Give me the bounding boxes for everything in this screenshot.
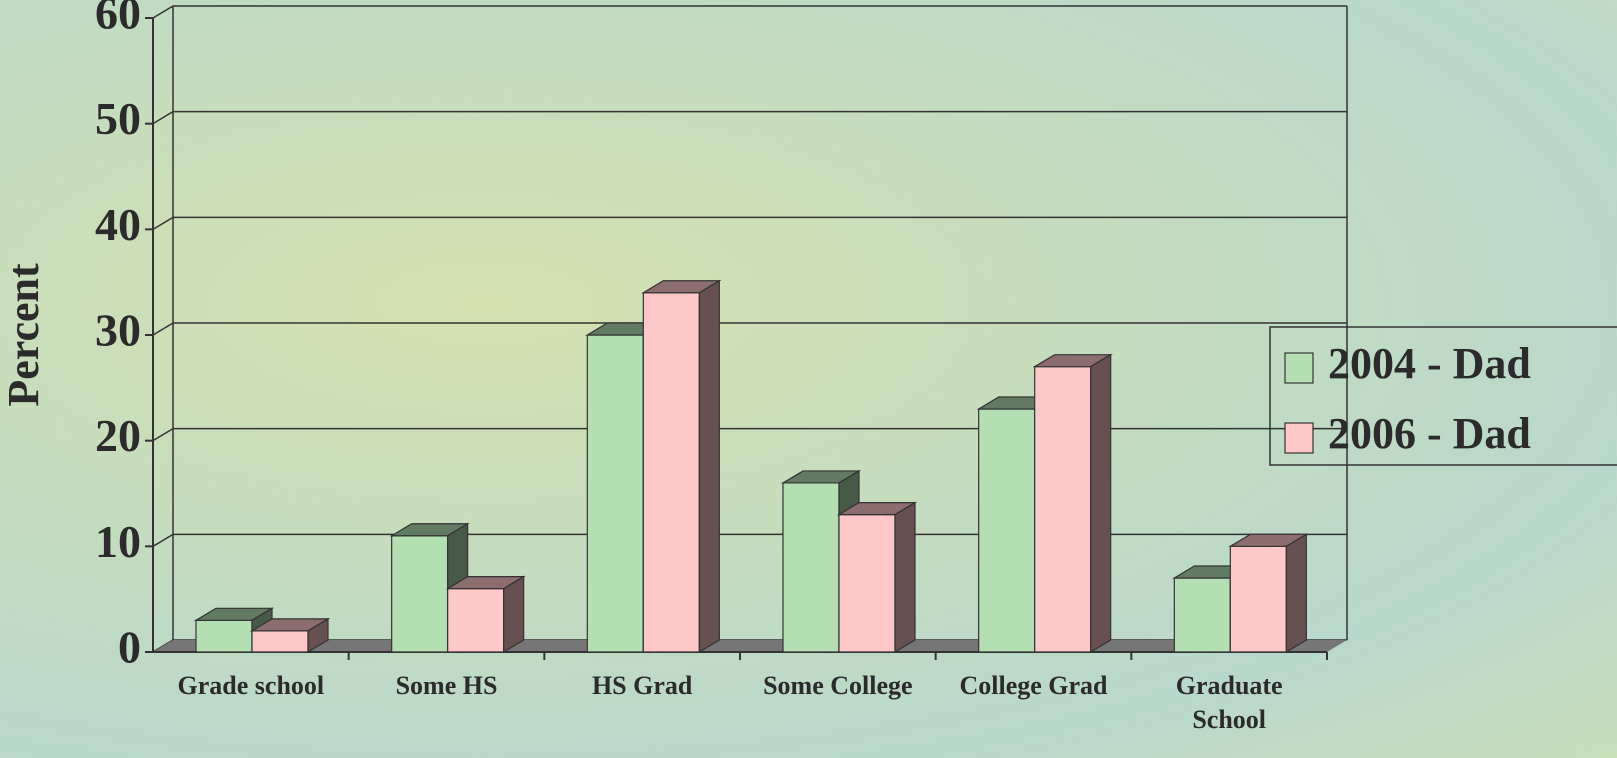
grid-line-side <box>152 428 174 442</box>
bar-front <box>1229 545 1287 653</box>
bar-front <box>978 408 1036 653</box>
bar-front <box>838 514 896 653</box>
y-tick-label: 10 <box>95 516 141 567</box>
y-tick-label: 20 <box>95 410 141 461</box>
y-tick-label: 50 <box>95 93 141 144</box>
grid-line-side <box>152 322 174 336</box>
bar-front <box>1173 577 1231 653</box>
x-tick-label: Graduate School <box>1176 671 1283 734</box>
bar <box>445 575 526 654</box>
bar <box>249 617 331 654</box>
bar-side <box>894 501 916 654</box>
legend-box <box>1269 326 1617 466</box>
bar-front <box>391 535 449 653</box>
bar-front <box>251 630 309 653</box>
y-tick-label: 30 <box>95 305 141 356</box>
legend-label: 2006 - Dad <box>1328 409 1531 458</box>
legend-swatch <box>1284 422 1314 454</box>
x-tick-label: Grade school <box>178 671 325 700</box>
grid-line-side <box>152 5 174 19</box>
bar-front <box>586 334 644 653</box>
bar-front <box>195 619 253 653</box>
bar-front <box>1034 366 1092 653</box>
x-tick-label: Some College <box>763 671 912 700</box>
bar-side <box>1285 533 1307 654</box>
grid-line-side <box>152 111 174 125</box>
y-axis-title: Percent <box>0 263 48 407</box>
legend-label: 2004 - Dad <box>1328 339 1531 388</box>
x-tick-label: HS Grad <box>592 671 693 700</box>
legend-swatch <box>1284 352 1314 384</box>
bar <box>1032 353 1113 654</box>
bar-front <box>642 292 700 653</box>
bar-front <box>782 482 840 653</box>
floor <box>153 640 1347 652</box>
bar-side <box>307 617 329 654</box>
x-tick-label: Some HS <box>396 671 498 700</box>
y-tick-label: 0 <box>118 622 141 673</box>
bar-side <box>698 279 720 654</box>
grid-line-side <box>152 533 174 547</box>
y-tick-label: 60 <box>95 0 141 39</box>
bar <box>641 279 722 654</box>
bar-front <box>447 587 505 653</box>
bar-side <box>1090 353 1112 654</box>
bar <box>836 501 918 654</box>
grid-line-side <box>152 216 174 230</box>
y-tick-label: 40 <box>95 199 141 250</box>
x-tick-label: College Grad <box>959 671 1108 700</box>
bar-side <box>503 575 525 654</box>
bar <box>1228 533 1309 654</box>
